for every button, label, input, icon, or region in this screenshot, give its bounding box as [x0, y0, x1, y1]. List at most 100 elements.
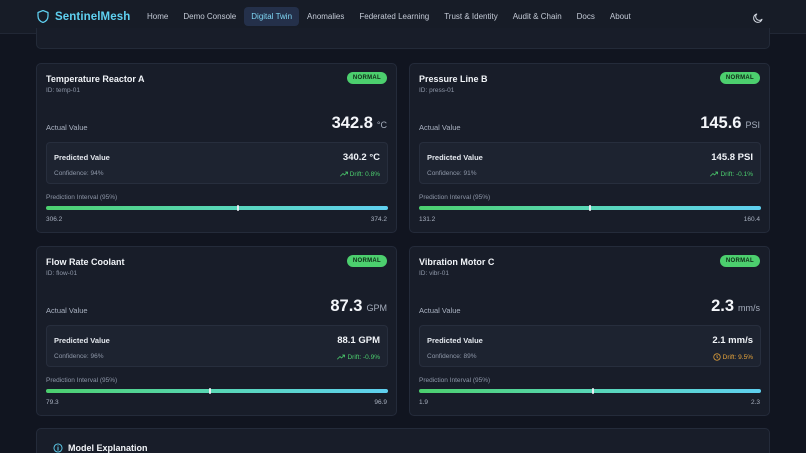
predicted-value-label: Predicted Value [427, 336, 483, 345]
predicted-value-box: Predicted Value 2.1 mm/s Confidence: 89%… [419, 325, 761, 367]
interval-marker [589, 205, 591, 211]
predicted-value-label: Predicted Value [427, 153, 483, 162]
predicted-value-box: Predicted Value 340.2 °C Confidence: 94%… [46, 142, 388, 184]
alert-circle-icon [713, 353, 721, 361]
confidence-text: Confidence: 96% [54, 353, 104, 360]
moon-icon [753, 13, 763, 23]
actual-value-number: 342.8 [331, 114, 373, 132]
sensor-card-pressure-line-b: Pressure Line B ID: press-01 NORMAL Actu… [409, 63, 770, 233]
drift-indicator: Drift: 9.5% [713, 353, 753, 361]
status-badge: NORMAL [719, 72, 760, 84]
nav-links: Home Demo Console Digital Twin Anomalies… [140, 7, 639, 26]
interval-marker [236, 205, 239, 211]
actual-value-label: Actual Value [46, 123, 88, 132]
prediction-interval-label: Prediction Interval (95%) [46, 377, 118, 384]
predicted-value-label: Predicted Value [54, 153, 110, 162]
sensor-name: Flow Rate Coolant [46, 257, 125, 267]
interval-min: 131.2 [419, 216, 436, 223]
actual-value-label: Actual Value [419, 123, 461, 132]
prediction-interval-label: Prediction Interval (95%) [46, 194, 118, 201]
actual-value-unit: GPM [366, 303, 387, 313]
interval-max: 96.9 [374, 399, 387, 406]
interval-marker [592, 388, 595, 394]
nav-about[interactable]: About [609, 12, 631, 21]
sensor-name: Temperature Reactor A [46, 74, 145, 84]
confidence-text: Confidence: 91% [427, 170, 477, 177]
status-badge: NORMAL [719, 255, 760, 267]
actual-value-unit: mm/s [738, 303, 760, 313]
trending-icon [339, 171, 348, 177]
sensor-card-temperature-reactor-a: Temperature Reactor A ID: temp-01 NORMAL… [36, 63, 397, 233]
sensor-card-vibration-motor-c: Vibration Motor C ID: vibr-01 NORMAL Act… [409, 246, 770, 416]
drift-text: Drift: 9.5% [722, 353, 753, 361]
sensor-id: ID: temp-01 [46, 87, 80, 94]
prediction-interval-bar [46, 388, 388, 394]
interval-max: 160.4 [743, 216, 760, 223]
predicted-value-box: Predicted Value 145.8 PSI Confidence: 91… [419, 142, 761, 184]
model-explanation-header: Model Explanation [53, 443, 148, 453]
drift-indicator: Drift: 0.8% [339, 170, 380, 178]
nav-docs[interactable]: Docs [576, 12, 595, 21]
sensor-name: Pressure Line B [419, 74, 488, 84]
interval-marker [209, 388, 212, 394]
interval-max: 2.3 [750, 399, 760, 406]
actual-value-number: 2.3 [711, 297, 734, 315]
prediction-interval-label: Prediction Interval (95%) [419, 194, 491, 201]
interval-min: 306.2 [46, 216, 63, 223]
predicted-value: 2.1 mm/s [712, 335, 753, 346]
actual-value-unit: PSI [745, 120, 760, 130]
brand-logo[interactable]: SentinelMesh [37, 10, 137, 23]
drift-indicator: Drift: -0.9% [337, 353, 380, 361]
predicted-value-box: Predicted Value 88.1 GPM Confidence: 96%… [46, 325, 388, 367]
nav-demo-console[interactable]: Demo Console [183, 12, 237, 21]
sensor-name: Vibration Motor C [419, 257, 495, 267]
drift-text: Drift: -0.1% [720, 170, 753, 178]
trending-icon [337, 354, 346, 360]
actual-value: 145.6 PSI [700, 114, 760, 133]
actual-value: 87.3 GPM [330, 297, 387, 316]
drift-text: Drift: 0.8% [349, 170, 380, 178]
predicted-value: 145.8 PSI [711, 152, 753, 163]
model-explanation-panel: Model Explanation [36, 428, 770, 453]
predicted-value: 340.2 °C [342, 152, 380, 163]
drift-text: Drift: -0.9% [347, 353, 380, 361]
actual-value-number: 145.6 [700, 114, 742, 132]
nav-trust-identity[interactable]: Trust & Identity [444, 12, 498, 21]
sensor-id: ID: press-01 [419, 87, 455, 94]
model-explanation-title: Model Explanation [68, 443, 148, 453]
confidence-text: Confidence: 94% [54, 170, 104, 177]
predicted-value: 88.1 GPM [337, 335, 380, 346]
brand-name: SentinelMesh [55, 10, 131, 23]
sensor-id: ID: flow-01 [46, 270, 78, 277]
interval-min: 1.9 [419, 399, 429, 406]
info-icon [53, 443, 63, 453]
trending-icon [710, 171, 719, 177]
actual-value-number: 87.3 [330, 297, 363, 315]
nav-home[interactable]: Home [147, 12, 169, 21]
drift-indicator: Drift: -0.1% [710, 170, 753, 178]
prediction-interval-bar [419, 205, 761, 211]
nav-audit-chain[interactable]: Audit & Chain [512, 12, 562, 21]
actual-value-label: Actual Value [419, 306, 461, 315]
summary-panel [36, 28, 770, 49]
predicted-value-label: Predicted Value [54, 336, 110, 345]
actual-value-unit: °C [376, 120, 387, 130]
nav-anomalies[interactable]: Anomalies [307, 12, 345, 21]
actual-value: 2.3 mm/s [711, 297, 760, 316]
sensor-card-flow-rate-coolant: Flow Rate Coolant ID: flow-01 NORMAL Act… [36, 246, 397, 416]
interval-min: 79.3 [46, 399, 59, 406]
nav-federated-learning[interactable]: Federated Learning [359, 12, 430, 21]
shield-icon [37, 10, 49, 23]
sensor-id: ID: vibr-01 [419, 270, 449, 277]
theme-toggle-button[interactable] [752, 11, 764, 23]
status-badge: NORMAL [346, 255, 387, 267]
confidence-text: Confidence: 89% [427, 353, 477, 360]
prediction-interval-bar [419, 388, 761, 394]
prediction-interval-bar [46, 205, 388, 211]
prediction-interval-label: Prediction Interval (95%) [419, 377, 491, 384]
status-badge: NORMAL [346, 72, 387, 84]
actual-value: 342.8 °C [332, 114, 387, 133]
actual-value-label: Actual Value [46, 306, 88, 315]
nav-digital-twin[interactable]: Digital Twin [244, 7, 300, 26]
interval-max: 374.2 [370, 216, 387, 223]
